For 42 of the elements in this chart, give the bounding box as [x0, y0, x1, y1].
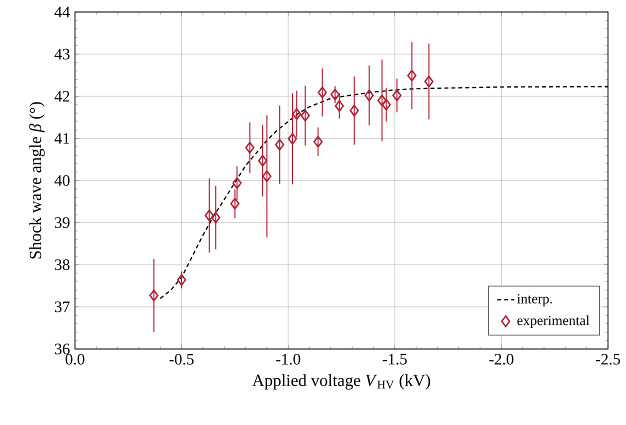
y-tick-label: 40 [54, 175, 70, 186]
y-axis-title: Shock wave angle β (°) [29, 102, 45, 258]
y-tick-label: 37 [54, 302, 70, 312]
point [149, 290, 159, 302]
y-tick-label: 36 [54, 344, 70, 354]
y-tick-label: 43 [54, 48, 70, 60]
point [424, 76, 434, 88]
point [350, 104, 359, 117]
point [262, 170, 272, 182]
point [245, 142, 254, 154]
point [364, 89, 374, 102]
point [300, 110, 310, 122]
point [292, 108, 302, 120]
x-tick-label: -2.5 [596, 354, 620, 365]
legend-label: interp. [517, 294, 552, 306]
point [382, 98, 391, 111]
x-tick-label: -2.0 [489, 354, 514, 365]
y-tick-label: 44 [54, 6, 70, 18]
point [275, 138, 284, 151]
point [313, 136, 323, 148]
legend-label: experimental [517, 315, 590, 328]
point [318, 86, 327, 98]
x-axis-title: Applied voltage V$_{HV}$ (kV) [252, 374, 430, 390]
x-tick-label: -1.5 [382, 354, 407, 365]
point [392, 89, 402, 102]
point [204, 210, 214, 222]
point [330, 88, 340, 100]
point [176, 274, 186, 286]
x-tick-label: -0.5 [170, 354, 194, 365]
y-tick-label: 42 [54, 90, 70, 102]
point [334, 100, 344, 112]
y-tick-label: 38 [54, 259, 70, 270]
point [377, 94, 387, 106]
point [211, 212, 220, 224]
point [288, 132, 298, 145]
point [258, 154, 268, 167]
x-tick-label: -1.0 [276, 354, 300, 365]
y-tick-label: 41 [54, 133, 70, 144]
point [407, 70, 416, 82]
point [232, 177, 242, 189]
x-tick-label: 0.0 [66, 354, 84, 365]
y-tick-label: 39 [54, 217, 70, 228]
